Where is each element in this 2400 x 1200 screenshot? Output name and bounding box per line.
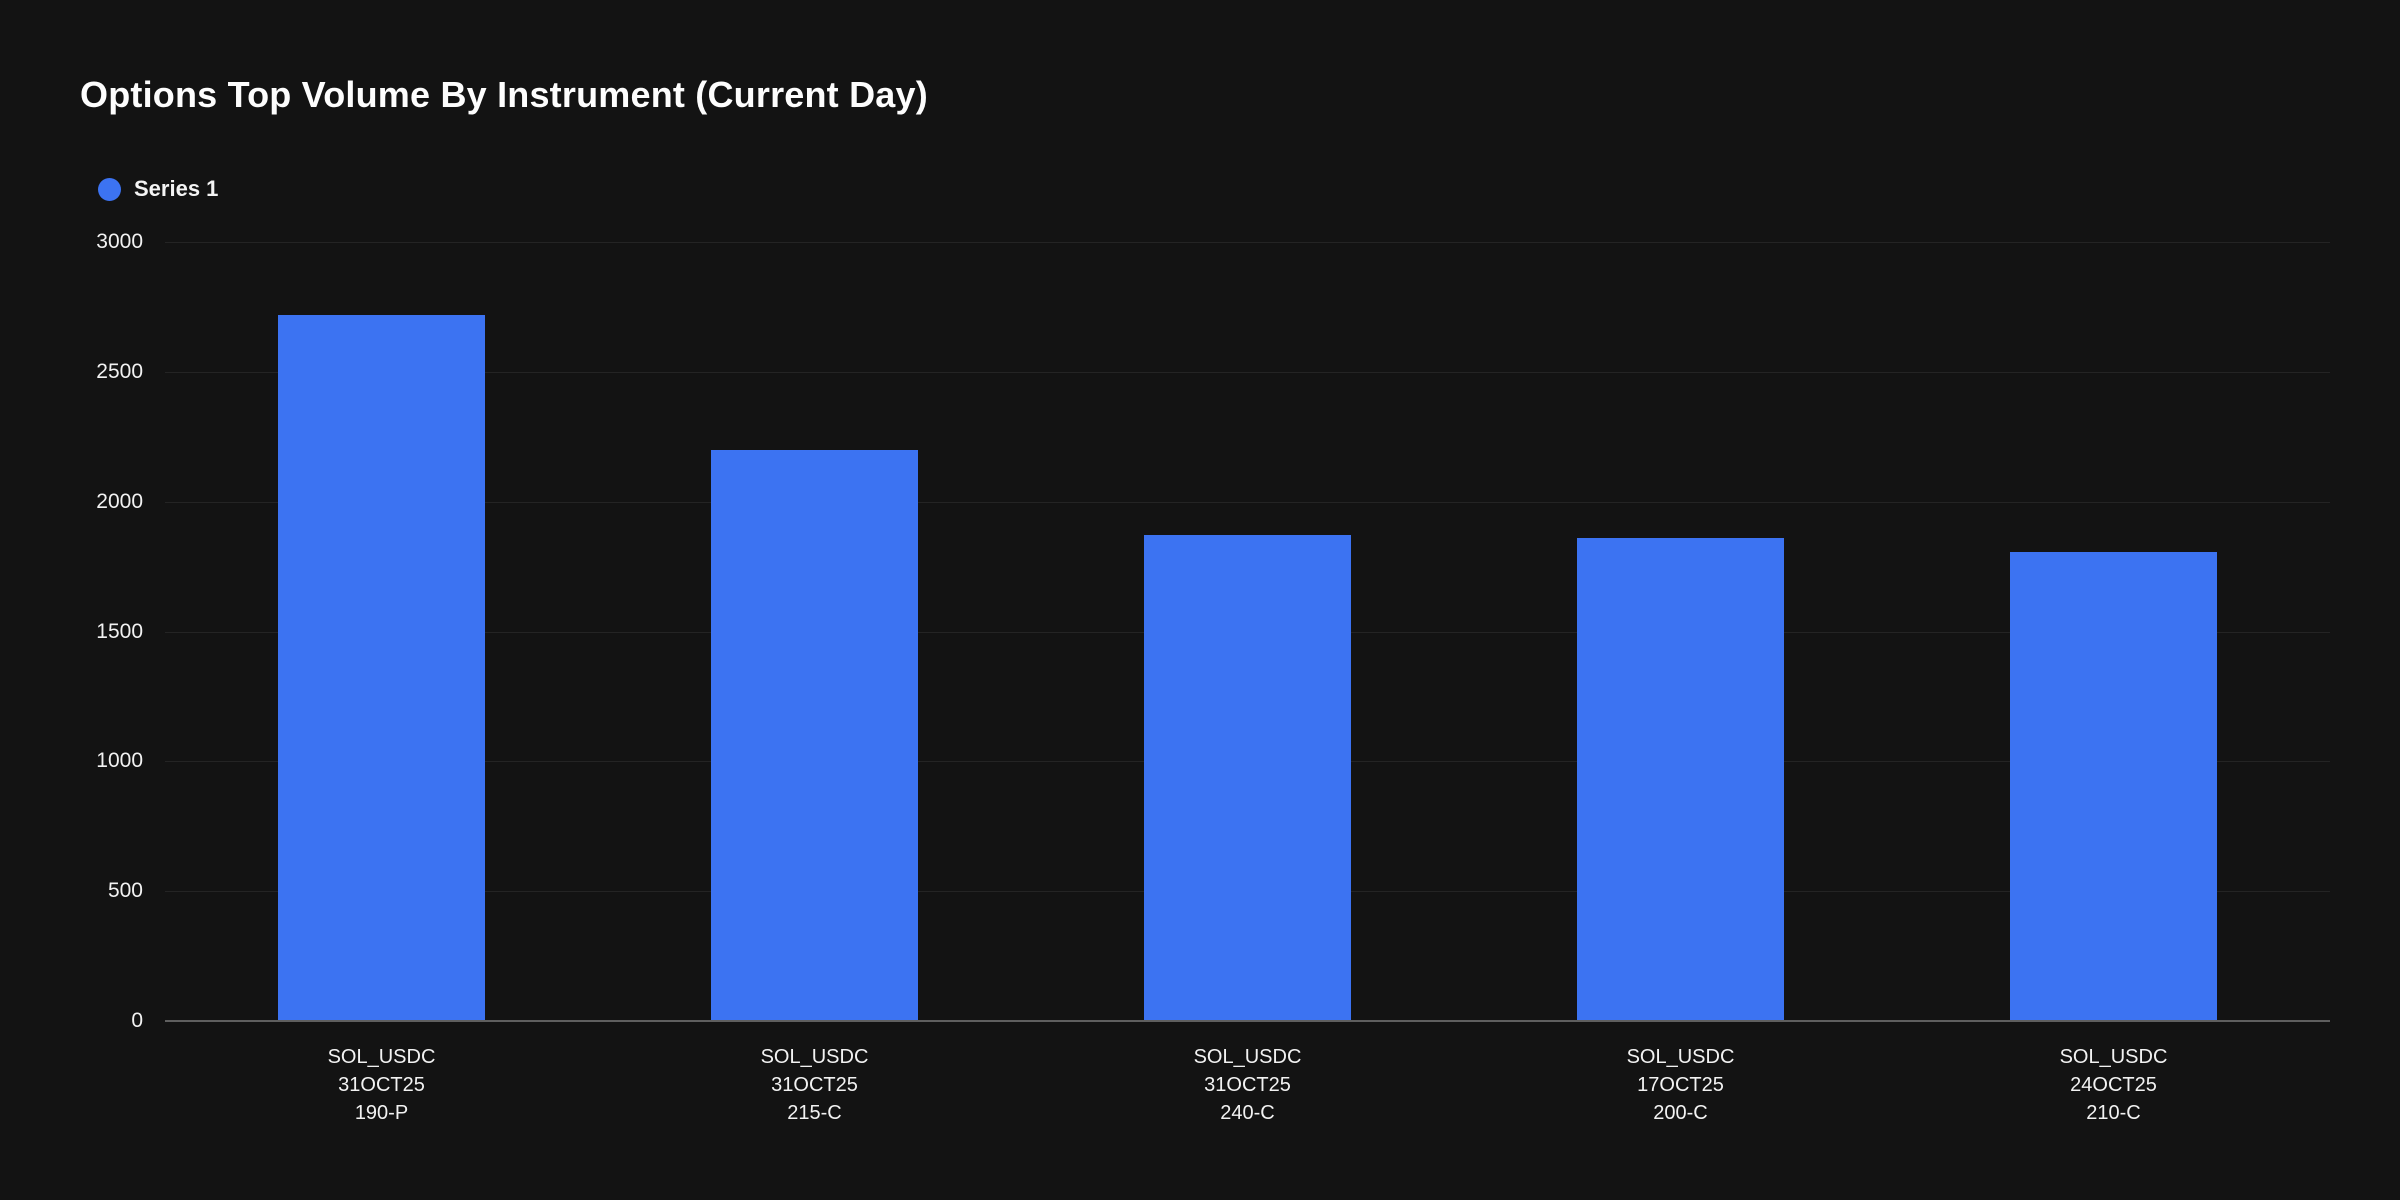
- x-axis-category-label: SOL_USDC 31OCT25 190-P: [165, 1043, 598, 1127]
- x-axis-label-line: 240-C: [1220, 1102, 1275, 1124]
- plot-area: 0 500 1000 1500 2000 2500 3000 SOL_USDC 31OCT25…: [96, 230, 2330, 1124]
- x-axis-label-line: 210-C: [2086, 1102, 2141, 1124]
- bar-sol_usdc-17oct25-200-c[interactable]: [1576, 538, 1785, 1021]
- y-axis-tick-label: 2500: [96, 359, 143, 383]
- legend-swatch-icon: [98, 177, 121, 201]
- x-axis-label-line: SOL_USDC: [1193, 1046, 1302, 1068]
- gridline: [165, 501, 2330, 503]
- legend-item-series-1[interactable]: Series 1: [98, 176, 218, 202]
- x-axis-label-line: 24OCT25: [2070, 1074, 2157, 1096]
- legend-label: Series 1: [134, 176, 219, 201]
- x-axis-label-line: 215-C: [787, 1102, 842, 1124]
- x-axis-label-line: 31OCT25: [338, 1074, 425, 1096]
- x-axis-category-label: SOL_USDC 24OCT25 210-C: [1897, 1043, 2330, 1127]
- x-axis-category-label: SOL_USDC 17OCT25 200-C: [1464, 1043, 1897, 1127]
- x-axis-label-line: 17OCT25: [1637, 1074, 1724, 1096]
- bar-sol_usdc-31oct25-240-c[interactable]: [1143, 535, 1352, 1021]
- x-axis-label-line: SOL_USDC: [327, 1046, 436, 1068]
- x-axis-label-line: 190-P: [354, 1102, 409, 1124]
- chart-title: Options Top Volume By Instrument (Curren…: [80, 74, 928, 115]
- y-axis-tick-label: 1500: [96, 619, 143, 643]
- bar-slot: SOL_USDC 17OCT25 200-C: [1464, 242, 1897, 1124]
- bar-slot: SOL_USDC 24OCT25 210-C: [1897, 242, 2330, 1124]
- x-axis-label-line: SOL_USDC: [1626, 1046, 1735, 1068]
- x-axis-label-line: SOL_USDC: [760, 1046, 869, 1068]
- bar-slot: SOL_USDC 31OCT25 190-P: [165, 242, 598, 1124]
- x-axis-label-line: 31OCT25: [771, 1074, 858, 1096]
- y-axis-tick-label: 500: [107, 879, 143, 903]
- y-axis-tick-label: 2000: [96, 489, 143, 513]
- y-axis-tick-label: 3000: [96, 230, 143, 253]
- y-axis-tick-label: 1000: [96, 749, 143, 773]
- x-axis-label-line: 31OCT25: [1204, 1074, 1291, 1096]
- bar-sol_usdc-31oct25-215-c[interactable]: [710, 449, 919, 1021]
- x-axis-category-label: SOL_USDC 31OCT25 240-C: [1031, 1043, 1464, 1127]
- x-axis-line: [165, 1020, 2330, 1022]
- gridline: [165, 371, 2330, 373]
- gridline: [165, 242, 2330, 243]
- bars-layer: SOL_USDC 31OCT25 190-P SOL_USDC 31OCT25 215-C…: [165, 242, 2330, 1124]
- x-axis-label-line: SOL_USDC: [2059, 1046, 2168, 1068]
- bar-slot: SOL_USDC 31OCT25 240-C: [1031, 242, 1464, 1124]
- x-axis-category-label: SOL_USDC 31OCT25 215-C: [598, 1043, 1031, 1127]
- bar-slot: SOL_USDC 31OCT25 215-C: [598, 242, 1031, 1124]
- bar-sol_usdc-24oct25-210-c[interactable]: [2009, 552, 2218, 1021]
- x-axis-label-line: 200-C: [1653, 1102, 1708, 1124]
- bar-sol_usdc-31oct25-190-p[interactable]: [277, 314, 486, 1021]
- y-axis-tick-label: 0: [131, 1009, 143, 1032]
